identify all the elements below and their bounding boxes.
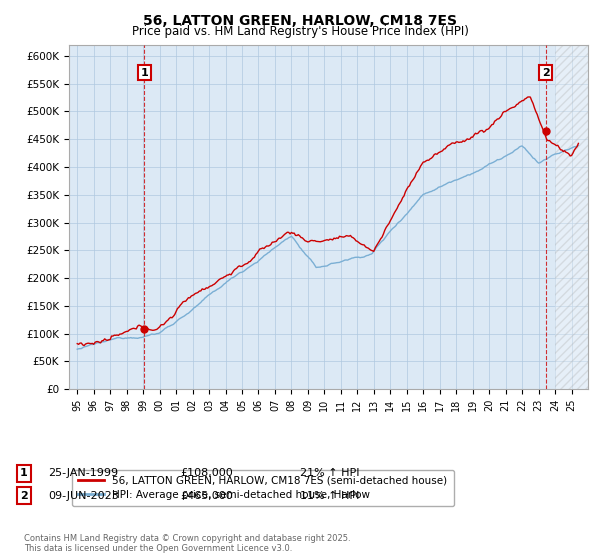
Legend: 56, LATTON GREEN, HARLOW, CM18 7ES (semi-detached house), HPI: Average price, se: 56, LATTON GREEN, HARLOW, CM18 7ES (semi… [71,470,454,506]
Text: 11% ↑ HPI: 11% ↑ HPI [300,491,359,501]
Text: 2: 2 [20,491,28,501]
Text: 56, LATTON GREEN, HARLOW, CM18 7ES: 56, LATTON GREEN, HARLOW, CM18 7ES [143,14,457,28]
Text: 2: 2 [542,68,550,78]
Bar [555,45,588,389]
Text: 21% ↑ HPI: 21% ↑ HPI [300,468,359,478]
Text: 25-JAN-1999: 25-JAN-1999 [48,468,118,478]
Text: 09-JUN-2023: 09-JUN-2023 [48,491,119,501]
Text: Contains HM Land Registry data © Crown copyright and database right 2025.
This d: Contains HM Land Registry data © Crown c… [24,534,350,553]
Text: £465,000: £465,000 [180,491,233,501]
Text: 1: 1 [140,68,148,78]
Text: 1: 1 [20,468,28,478]
Text: Price paid vs. HM Land Registry's House Price Index (HPI): Price paid vs. HM Land Registry's House … [131,25,469,38]
Text: £108,000: £108,000 [180,468,233,478]
